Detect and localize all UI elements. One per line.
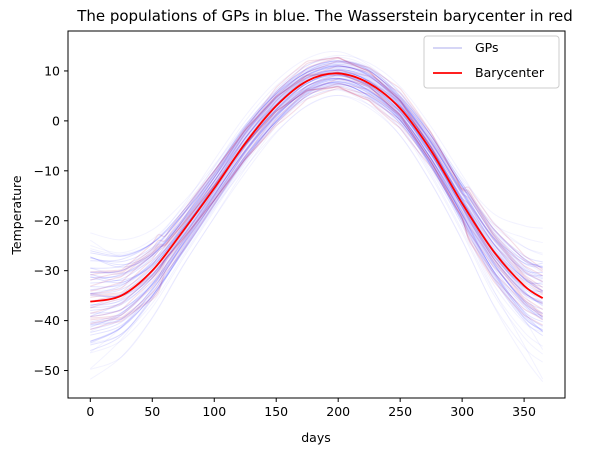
band-curve (90, 78, 543, 314)
gp-curve (90, 65, 543, 277)
gp-curve (90, 63, 543, 269)
gp-curve (90, 68, 543, 284)
gp-curve (90, 95, 544, 383)
gp-curve (90, 81, 544, 333)
gp-curve (90, 86, 544, 355)
gp-curve (90, 62, 543, 277)
gp-curve (90, 74, 543, 311)
gp-curve (90, 83, 543, 347)
y-tick-label: 10 (44, 63, 60, 78)
band-curve (90, 56, 544, 276)
gp-curve (90, 62, 543, 267)
gp-curve (90, 67, 543, 279)
legend: GPs Barycenter (423, 35, 560, 89)
gp-curve (90, 66, 543, 280)
gp-curve (90, 65, 543, 284)
axes-frame (67, 30, 566, 399)
gp-curve (90, 54, 543, 256)
gp-curve (90, 59, 543, 281)
gp-curve (90, 64, 543, 278)
y-tick-label: −10 (34, 163, 60, 178)
x-tick-label: 250 (388, 404, 412, 419)
x-axis-label: days (301, 430, 331, 445)
gp-curve (90, 83, 543, 342)
y-tick-label: −50 (34, 363, 60, 378)
band-curve (90, 82, 544, 318)
x-tick-label: 0 (86, 404, 94, 419)
gp-curve (90, 74, 543, 314)
x-tick-label: 50 (144, 404, 160, 419)
band-curve (90, 71, 544, 296)
gp-curve (90, 60, 543, 268)
gp-curve (90, 65, 543, 274)
gp-curve (90, 50, 543, 257)
gp-curve (90, 79, 543, 330)
gp-curve (90, 64, 543, 301)
y-tick-label: 0 (52, 113, 60, 128)
gp-curve (90, 69, 543, 292)
gp-curve (90, 78, 543, 323)
gp-curve (90, 85, 544, 352)
band-curve (90, 86, 544, 321)
gp-curve (90, 82, 543, 346)
gp-curve (90, 81, 543, 333)
gp-curve (90, 89, 544, 370)
legend-box (423, 35, 560, 89)
band-curve (90, 56, 544, 273)
x-tick-label: 300 (450, 404, 474, 419)
gp-curve (90, 78, 544, 328)
x-tick-label: 350 (512, 404, 536, 419)
gp-curve (90, 74, 543, 309)
barycenter-line (90, 72, 544, 303)
gp-curve (89, 89, 544, 353)
gp-curve (90, 71, 543, 295)
gp-curve (90, 70, 543, 316)
y-tick-label: −30 (34, 263, 60, 278)
gp-curve (90, 78, 544, 321)
gp-curve (90, 77, 543, 326)
band-curve (90, 87, 543, 331)
x-axis: 0 50 100 150 200 250 300 350 (86, 398, 536, 419)
gp-curve (90, 77, 543, 333)
gp-population (89, 50, 544, 383)
gp-curve (90, 77, 543, 323)
legend-label-gps: GPs (475, 40, 499, 55)
chart-title: The populations of GPs in blue. The Wass… (76, 7, 573, 25)
band-curve (90, 69, 544, 295)
plot-area (89, 50, 544, 383)
y-tick-label: −40 (34, 313, 60, 328)
x-tick-label: 150 (264, 404, 288, 419)
x-tick-label: 100 (202, 404, 226, 419)
y-axis: −50 −40 −30 −20 −10 0 10 (34, 63, 68, 378)
legend-label-barycenter: Barycenter (475, 65, 545, 80)
gp-curve (90, 69, 543, 288)
y-axis-label: Temperature (9, 175, 24, 255)
gp-curve (90, 82, 544, 344)
x-tick-label: 200 (326, 404, 350, 419)
gp-curve (90, 61, 543, 263)
y-tick-label: −20 (34, 213, 60, 228)
band-curve (90, 74, 543, 309)
band-curve (90, 86, 544, 325)
band-curve (90, 57, 543, 281)
gp-curve (90, 67, 543, 291)
gp-curve (90, 77, 543, 326)
band-curve (90, 60, 543, 287)
gp-curve (89, 94, 544, 380)
gp-curve (90, 81, 544, 332)
gp-curve (90, 59, 543, 275)
gp-curve (90, 84, 544, 342)
gp-curve (90, 81, 543, 336)
band-curve (90, 85, 544, 319)
gp-curve (90, 74, 543, 315)
band-curve (90, 64, 544, 292)
gp-curve (90, 70, 543, 298)
gp-curve (90, 60, 543, 268)
gp-curve (90, 56, 543, 254)
